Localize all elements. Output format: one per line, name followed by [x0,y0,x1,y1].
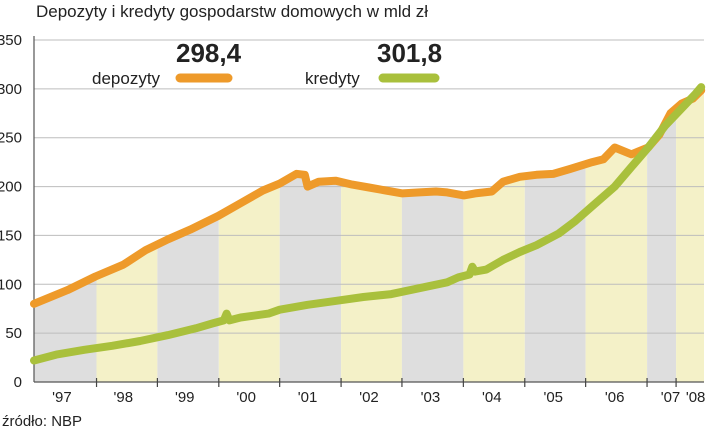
y-axis-ticks: 0 50 100 150 200 250 300 350 [0,32,22,391]
year-band-11 [647,108,677,383]
x-tick-label-97: '97 [52,389,72,406]
y-tick-label-250: 250 [0,130,22,147]
chart-title: Depozyty i kredyty gospodarstw domowych … [36,2,429,21]
x-tick-label-02: '02 [359,389,379,406]
x-tick-label-07: '07 [661,389,681,406]
year-band-5 [279,174,342,382]
x-axis-ticks: '97 '98 '99 '00 '01 '02 '03 '04 '05 '06 '07 '08 [52,378,705,406]
y-tick-label-150: 150 [0,227,22,244]
x-tick-label-03: '03 [421,389,441,406]
year-band-6 [341,182,402,382]
y-tick-label-300: 300 [0,81,22,98]
x-tick-label-01: '01 [298,389,318,406]
y-tick-label-200: 200 [0,179,22,196]
x-tick-label-98: '98 [114,389,134,406]
year-bands [34,87,704,383]
legend-kredyty-label: kredyty [305,69,360,88]
y-tick-label-50: 50 [5,325,22,342]
series-lines [30,83,706,365]
year-band-4 [218,183,280,382]
grid-lines [33,36,704,383]
source-note: źródło: NBP [2,413,83,430]
year-band-10 [585,147,648,382]
year-band-12 [676,87,704,382]
year-band-3 [157,215,219,382]
y-tick-label-350: 350 [0,32,22,49]
kredyty-last-value: 301,8 [377,38,442,68]
x-tick-label-05: '05 [543,389,563,406]
legend-depozyty-label: depozyty [92,69,161,88]
x-tick-label-00: '00 [236,389,256,406]
y-tick-label-0: 0 [14,374,22,391]
x-tick-label-06: '06 [605,389,625,406]
series-line-depozyty [30,86,706,308]
chart-canvas: 0 50 100 150 200 250 300 350 '97 '98 '99 '00 '01 '02… [0,32,706,406]
x-tick-label-04: '04 [482,389,502,406]
y-tick-label-100: 100 [0,276,22,293]
x-tick-label-08: '08 [686,389,706,406]
year-band-9 [524,164,586,382]
year-band-8 [463,176,525,382]
series-line-kredyty [30,83,706,365]
x-tick-label-99: '99 [175,389,195,406]
depozyty-last-value: 298,4 [176,38,242,68]
legend: 298,4 depozyty 301,8 kredyty [92,38,442,88]
